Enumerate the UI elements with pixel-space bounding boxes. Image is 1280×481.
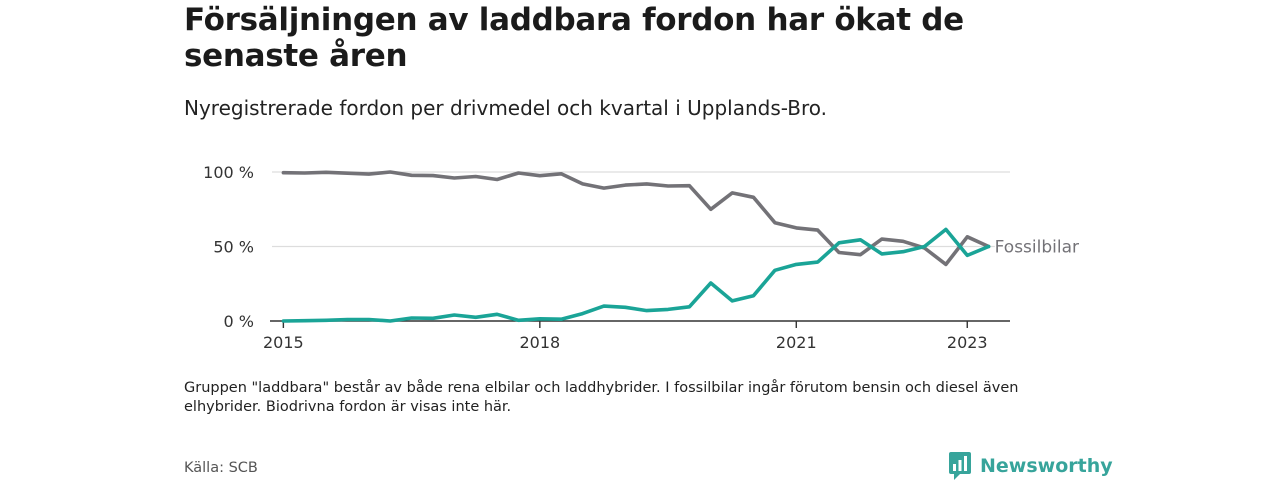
x-tick-label: 2021 xyxy=(776,333,817,352)
source-note: Källa: SCB xyxy=(184,460,258,476)
series-labels: Fossilbilar xyxy=(993,236,1080,259)
chart-footnote: Gruppen "laddbara" består av både rena e… xyxy=(184,380,1019,415)
newsworthy-logo-icon xyxy=(949,452,971,480)
chart-title: Försäljningen av laddbara fordon har öka… xyxy=(184,2,964,74)
x-tick-label: 2018 xyxy=(519,333,560,352)
axes: 0 % 50 % 100 % 2015 2018 2021 2023 xyxy=(203,163,1010,352)
brand-name: Newsworthy xyxy=(980,455,1113,477)
y-tick-label: 0 % xyxy=(224,312,254,331)
series-lines xyxy=(281,170,991,323)
x-tick-label: 2023 xyxy=(947,333,988,352)
x-tick-label: 2015 xyxy=(263,333,304,352)
y-tick-label: 50 % xyxy=(213,238,254,257)
y-tick-label: 100 % xyxy=(203,163,254,182)
newsworthy-logo[interactable]: Newsworthy xyxy=(948,451,1113,481)
chart-subtitle: Nyregistrerade fordon per drivmedel och … xyxy=(184,96,827,120)
fossilbilar-line xyxy=(281,170,991,267)
laddbara-line xyxy=(281,227,991,323)
fossilbilar-label: Fossilbilar xyxy=(995,238,1079,258)
